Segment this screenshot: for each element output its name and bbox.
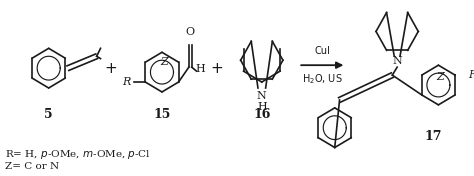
- Text: 15: 15: [153, 108, 171, 121]
- Text: H: H: [195, 64, 205, 74]
- Text: N: N: [257, 91, 267, 101]
- Text: CuI: CuI: [314, 46, 330, 56]
- Text: H$_2$O, US: H$_2$O, US: [302, 72, 343, 86]
- Text: Z: Z: [437, 72, 444, 82]
- Text: Z= C or N: Z= C or N: [6, 162, 60, 171]
- Text: +: +: [210, 61, 223, 76]
- Text: 17: 17: [425, 130, 442, 143]
- Text: 16: 16: [253, 108, 271, 121]
- Text: +: +: [105, 61, 118, 76]
- Text: Z: Z: [160, 57, 168, 67]
- Text: O: O: [186, 27, 195, 37]
- Text: H: H: [257, 102, 267, 112]
- Text: R: R: [122, 77, 130, 87]
- Text: R: R: [468, 70, 474, 80]
- Text: N: N: [392, 56, 402, 66]
- Text: R= H, $p$-OMe, $m$-OMe, $p$-Cl: R= H, $p$-OMe, $m$-OMe, $p$-Cl: [6, 147, 151, 161]
- Text: 5: 5: [45, 108, 53, 121]
